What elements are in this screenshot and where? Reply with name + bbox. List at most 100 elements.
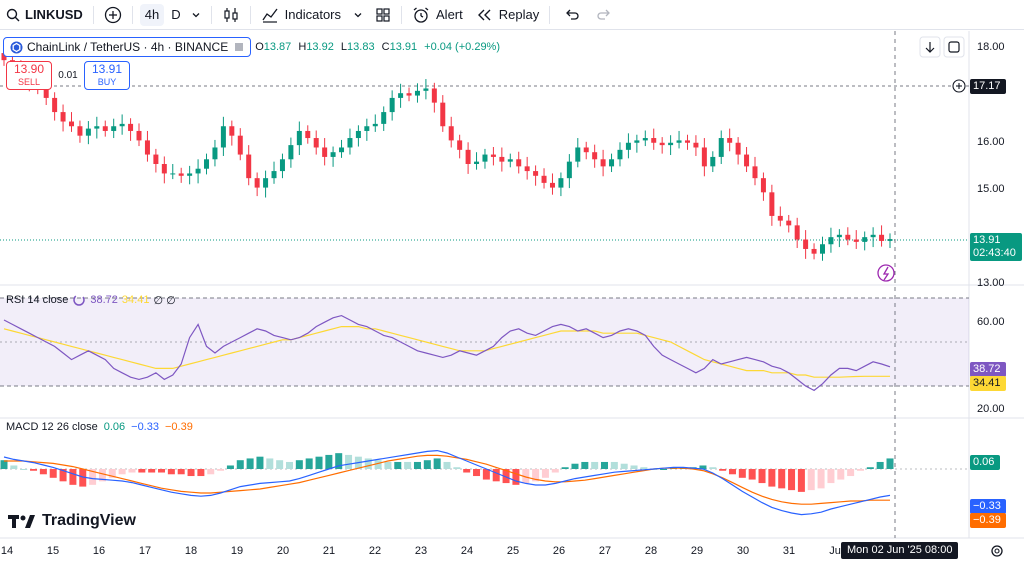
macd-histogram-bar <box>10 465 18 469</box>
interval-dropdown[interactable] <box>185 0 207 30</box>
candle <box>474 152 480 170</box>
add-circle-icon <box>104 6 121 23</box>
macd-line-tag: −0.33 <box>970 499 1006 514</box>
candle <box>170 164 176 180</box>
macd-histogram-bar <box>384 461 392 469</box>
candle <box>398 83 404 108</box>
candle <box>305 125 311 144</box>
macd-histogram-bar <box>295 460 303 469</box>
chart-canvas[interactable]: 18.00 16.00 15.00 13.00 60.00 20.00 14 15… <box>0 31 1024 569</box>
candle <box>423 79 429 100</box>
candle <box>52 92 58 121</box>
symbol-legend[interactable]: ChainLink / TetherUS · 4h · BINANCE <box>3 37 252 57</box>
indicators-button[interactable]: Indicators <box>255 0 347 30</box>
macd-histogram-bar <box>532 469 540 482</box>
macd-histogram-bar <box>128 469 136 473</box>
indicators-dropdown[interactable] <box>347 0 369 30</box>
compare-button[interactable] <box>98 0 128 30</box>
macd-histogram-bar <box>876 461 884 469</box>
undo-button[interactable] <box>554 0 590 30</box>
signal-line-value: −0.39 <box>973 514 1001 526</box>
candle <box>246 145 252 186</box>
candle <box>676 130 682 149</box>
candle <box>220 116 226 156</box>
rsi-series <box>3 314 891 392</box>
symbol-search[interactable]: LINKUSD <box>0 0 89 30</box>
macd-histogram-bar <box>837 469 845 480</box>
tradingview-logo[interactable]: TradingView <box>8 512 136 530</box>
macd-histogram-bar <box>335 453 343 469</box>
macd-histogram-bar <box>138 469 146 473</box>
price-axis-label: 13.00 <box>977 277 1005 289</box>
buy-label: BUY <box>97 76 117 87</box>
candle <box>347 128 353 155</box>
candle <box>870 227 876 248</box>
redo-button[interactable] <box>590 0 618 30</box>
macd-hist-tag: 0.06 <box>970 455 1000 470</box>
signal-line-legend: −0.39 <box>164 421 193 433</box>
candle <box>161 156 167 184</box>
alert-button[interactable]: Alert <box>406 0 469 30</box>
candle <box>372 114 378 132</box>
signal-line <box>4 454 890 505</box>
candle <box>313 130 319 155</box>
candle <box>828 227 834 253</box>
sell-button[interactable]: 13.90 SELL <box>6 61 52 90</box>
macd-histogram-bar <box>778 469 786 489</box>
candle <box>77 120 83 143</box>
flag-icon <box>235 43 244 51</box>
chart-type-button[interactable] <box>216 0 246 30</box>
candle <box>69 112 75 132</box>
interval-d[interactable]: D <box>167 0 184 30</box>
maximize-icon[interactable] <box>943 36 965 58</box>
spread-value: 0.01 <box>58 70 78 81</box>
buy-button[interactable]: 13.91 BUY <box>84 61 130 90</box>
macd-histogram-bar <box>620 463 628 469</box>
macd-histogram-bar <box>561 467 569 469</box>
last-price-value: 13.91 <box>973 234 1001 246</box>
candle <box>887 233 893 249</box>
macd-histogram-bar <box>39 469 47 475</box>
rsi-value-tag: 38.72 <box>970 362 1006 377</box>
macd-histogram-bar <box>158 469 166 473</box>
candle <box>296 121 302 156</box>
macd-histogram-bar <box>108 469 116 478</box>
candle <box>153 148 159 173</box>
macd-histogram-bar <box>660 469 668 470</box>
rewind-icon <box>477 9 491 20</box>
candle <box>482 148 488 169</box>
rsi-legend[interactable]: RSI 14 close 38.72 34.41 ∅ ∅ <box>6 293 176 307</box>
rsi-value-legend: 38.72 <box>90 294 118 306</box>
replay-button[interactable]: Replay <box>469 0 545 30</box>
candle <box>85 121 91 145</box>
lightning-icon[interactable] <box>877 264 895 282</box>
settings-gear-icon[interactable] <box>991 545 1003 557</box>
macd-histogram-bar <box>768 469 776 487</box>
candle <box>94 116 100 139</box>
scroll-down-icon[interactable] <box>919 36 941 58</box>
alert-price-tag[interactable]: 17.17 <box>970 79 1006 94</box>
macd-legend[interactable]: MACD 12 26 close 0.06 −0.33 −0.39 <box>6 421 193 433</box>
candle <box>710 151 716 173</box>
price-axis-label: 18.00 <box>977 41 1005 53</box>
tradingview-logo-icon <box>8 515 35 528</box>
macd-histogram-bar <box>522 469 530 484</box>
time-axis[interactable]: 14 15 16 17 18 19 20 21 22 23 24 25 26 27 28 29 30 31 Ju <box>1 545 841 557</box>
macd-histogram-bar <box>413 461 421 469</box>
macd-histogram-bar <box>98 469 106 482</box>
signal-line-tag: −0.39 <box>970 513 1006 528</box>
add-alert-icon[interactable] <box>952 79 966 93</box>
interval-4h[interactable]: 4h <box>137 0 167 30</box>
candle <box>803 230 809 259</box>
candle <box>414 83 420 103</box>
macd-histogram-bar <box>236 460 244 469</box>
candle <box>136 123 142 147</box>
candle <box>668 135 674 156</box>
rsi-line <box>3 314 891 392</box>
time-axis-label: 28 <box>645 545 657 557</box>
layout-button[interactable] <box>369 0 397 30</box>
candle <box>651 128 657 150</box>
macd-histogram-bar <box>551 469 559 473</box>
rsi-extra-values: ∅ ∅ <box>153 294 176 307</box>
rsi-axis-label: 60.00 <box>977 316 1005 328</box>
